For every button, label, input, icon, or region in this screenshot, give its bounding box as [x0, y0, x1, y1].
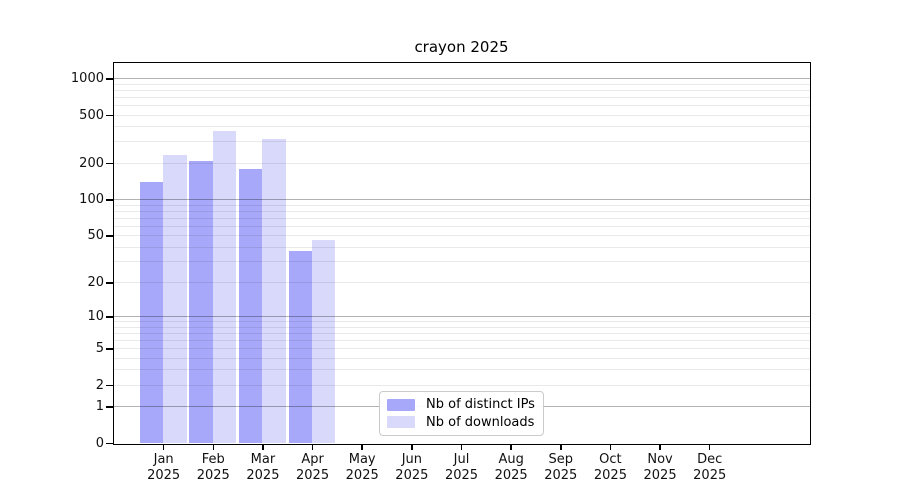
legend-label-downloads: Nb of downloads	[426, 414, 535, 430]
x-tick-label: Apr 2025	[296, 452, 330, 483]
x-tick-label: Oct 2025	[593, 452, 627, 483]
x-tick-mark	[510, 443, 512, 450]
gridline-minor	[113, 210, 810, 212]
bar-distinct-ips-feb	[189, 160, 213, 443]
x-tick-label: Feb 2025	[196, 452, 230, 483]
legend-swatch-distinct-ips-icon	[387, 398, 415, 411]
x-tick-mark	[609, 443, 612, 450]
legend-item-distinct-ips: Nb of distinct IPs	[387, 396, 536, 414]
x-tick-mark	[411, 443, 413, 450]
gridline-minor	[113, 235, 810, 237]
y-tick-label: 500	[79, 107, 104, 123]
gridline-minor	[113, 104, 810, 106]
gridline-minor	[113, 204, 810, 206]
y-tick-label: 2	[95, 377, 104, 393]
y-tick-label: 10	[87, 308, 104, 324]
x-tick-label: Jan 2025	[147, 452, 181, 483]
legend-item-downloads: Nb of downloads	[387, 414, 536, 432]
gridline-minor	[113, 321, 810, 323]
y-tick-mark	[106, 235, 113, 237]
x-tick-label: Dec 2025	[693, 452, 727, 483]
bar-downloads-apr	[312, 239, 336, 443]
x-tick-label: May 2025	[345, 452, 379, 483]
x-tick-label: Aug 2025	[494, 452, 528, 483]
y-tick-label: 5	[95, 340, 104, 356]
x-tick-mark	[262, 443, 264, 450]
bar-distinct-ips-jan	[139, 181, 164, 443]
chart-title: crayon 2025	[414, 38, 509, 56]
x-tick-mark	[708, 443, 711, 450]
y-tick-mark	[106, 114, 113, 117]
gridline-minor	[113, 281, 810, 283]
gridline-minor	[113, 217, 810, 219]
gridline-minor	[113, 369, 810, 371]
legend-swatch-downloads-icon	[387, 416, 415, 429]
y-tick-label: 1	[95, 398, 104, 414]
legend-label-distinct-ips: Nb of distinct IPs	[426, 397, 535, 413]
x-tick-label: Jun 2025	[395, 452, 429, 483]
y-tick-mark	[106, 282, 113, 284]
x-tick-mark	[560, 443, 562, 450]
x-tick-label: Nov 2025	[643, 452, 677, 483]
y-tick-mark	[106, 162, 113, 165]
x-tick-mark	[460, 443, 463, 450]
gridline-minor	[113, 141, 810, 143]
x-tick-label: Jul 2025	[444, 452, 479, 483]
gridline-minor	[113, 83, 810, 85]
x-tick-mark	[162, 443, 165, 450]
plot-area	[112, 62, 811, 445]
bar-downloads-feb	[212, 130, 237, 443]
gridline-minor	[113, 114, 810, 116]
x-tick-label: Mar 2025	[246, 452, 280, 483]
gridline-minor	[113, 357, 810, 359]
bar-distinct-ips-mar	[239, 168, 263, 443]
y-tick-label: 0	[95, 435, 104, 451]
gridline-minor	[113, 126, 810, 128]
gridline-minor	[113, 332, 810, 334]
x-tick-mark	[659, 443, 661, 450]
gridline-minor	[113, 89, 810, 91]
y-tick-mark	[106, 384, 113, 387]
gridline-minor	[113, 339, 810, 341]
y-tick-label: 100	[79, 192, 104, 207]
gridline-minor	[113, 261, 810, 263]
gridline-major	[113, 315, 810, 317]
y-tick-label: 50	[87, 228, 104, 244]
y-tick-mark	[106, 406, 113, 408]
bar-distinct-ips-apr	[288, 251, 313, 443]
gridline-minor	[113, 96, 810, 98]
gridline-minor	[113, 162, 810, 164]
y-tick-mark	[106, 442, 113, 445]
bar-downloads-jan	[163, 154, 187, 443]
gridline-minor	[113, 225, 810, 227]
x-tick-mark	[212, 443, 215, 450]
y-tick-label: 200	[79, 155, 104, 171]
y-tick-label: 20	[87, 274, 104, 290]
legend: Nb of distinct IPs Nb of downloads	[379, 391, 544, 436]
y-tick-label: 1000	[70, 71, 104, 86]
y-tick-mark	[106, 199, 113, 201]
gridline-minor	[113, 326, 810, 328]
x-tick-label: Sep 2025	[544, 452, 578, 483]
bar-downloads-mar	[262, 139, 286, 443]
y-tick-mark	[106, 348, 113, 350]
gridline-minor	[113, 384, 810, 386]
gridline-major	[113, 78, 810, 79]
gridline-minor	[113, 347, 810, 349]
y-tick-mark	[106, 316, 113, 318]
x-tick-mark	[311, 443, 314, 450]
gridline-major	[113, 199, 810, 200]
x-tick-mark	[361, 443, 363, 450]
gridline-minor	[113, 246, 810, 248]
y-tick-mark	[106, 78, 113, 80]
